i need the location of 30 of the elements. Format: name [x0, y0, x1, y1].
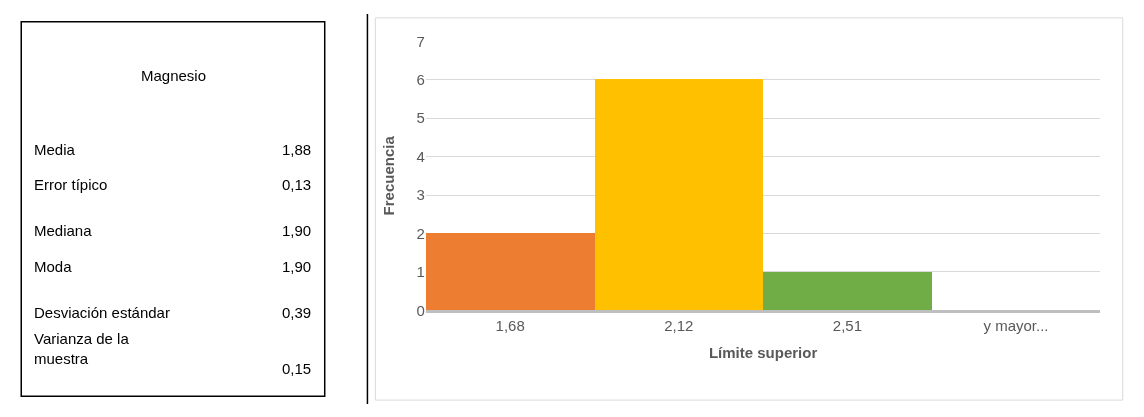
bar: [425, 233, 595, 311]
text: 0,39: [282, 304, 312, 321]
y-tick-label: 5: [416, 109, 425, 127]
bar: [762, 272, 932, 311]
y-tick-label: 2: [416, 224, 425, 242]
text: 1,90: [282, 258, 312, 275]
x-axis-title: Límite superior: [708, 344, 818, 362]
text: Error típico: [34, 176, 108, 193]
text: Media: [34, 141, 76, 158]
y-tick-label: 4: [416, 147, 425, 165]
y-tick-label: 6: [416, 70, 425, 88]
text: 1,90: [282, 222, 312, 239]
x-tick-label: 2,12: [664, 317, 694, 335]
text: Desviación estándar: [34, 304, 170, 321]
text: Moda: [34, 258, 73, 275]
y-tick-label: 0: [416, 301, 425, 319]
text: 0,13: [282, 176, 312, 193]
text: 0,15: [282, 360, 312, 377]
y-tick-label: 7: [416, 32, 425, 50]
text: 1,88: [282, 141, 312, 158]
text: Mediana: [34, 222, 93, 239]
text: Varianza de la muestra: [34, 330, 130, 367]
text: Magnesio: [141, 67, 207, 84]
x-tick-label: 1,68: [495, 317, 525, 335]
y-axis-title: Frecuencia: [379, 135, 397, 216]
x-tick-label: y mayor...: [983, 317, 1049, 335]
bar: [594, 79, 763, 311]
y-tick-label: 1: [416, 263, 425, 281]
x-tick-label: 2,51: [832, 317, 862, 335]
y-tick-label: 3: [416, 186, 425, 204]
